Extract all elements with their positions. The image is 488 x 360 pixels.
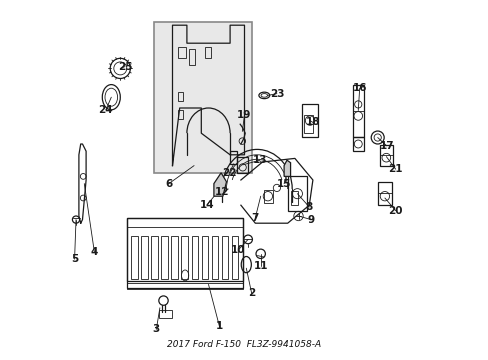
Text: 6: 6 (165, 179, 172, 189)
Polygon shape (284, 160, 290, 176)
Bar (171, 236, 178, 279)
Text: 5: 5 (71, 254, 78, 264)
Text: 23: 23 (269, 89, 284, 99)
Text: 12: 12 (215, 186, 229, 197)
Text: 16: 16 (352, 83, 366, 93)
Bar (379, 145, 392, 166)
Bar (188, 49, 195, 65)
Text: 10: 10 (230, 245, 245, 255)
Text: 19: 19 (237, 110, 251, 120)
Bar (377, 182, 391, 205)
Bar (159, 310, 171, 318)
Bar (127, 218, 242, 288)
Text: 18: 18 (305, 117, 320, 127)
Bar (303, 115, 312, 133)
Bar (178, 92, 183, 101)
Text: 20: 20 (387, 206, 402, 216)
Bar (290, 191, 297, 205)
Bar (131, 236, 137, 279)
Text: 15: 15 (276, 179, 291, 189)
Text: 25: 25 (118, 62, 132, 72)
Text: 13: 13 (252, 155, 266, 165)
Bar (178, 47, 185, 58)
Text: 14: 14 (199, 200, 214, 210)
Bar (211, 236, 218, 279)
Bar (154, 22, 251, 173)
Bar (181, 236, 187, 279)
Text: 1: 1 (215, 321, 223, 331)
Text: 9: 9 (307, 215, 314, 225)
Text: 3: 3 (152, 324, 160, 334)
Bar (204, 47, 211, 58)
Bar (231, 236, 238, 279)
Bar (222, 236, 228, 279)
Bar (141, 236, 147, 279)
Bar (264, 190, 273, 203)
Bar (151, 236, 158, 279)
Polygon shape (213, 173, 226, 196)
Bar (287, 176, 307, 211)
Bar (230, 151, 237, 164)
Text: 2017 Ford F-150  FL3Z-9941058-A: 2017 Ford F-150 FL3Z-9941058-A (167, 340, 321, 349)
Bar (161, 236, 167, 279)
Bar (237, 157, 247, 173)
Text: 8: 8 (305, 202, 312, 212)
Text: 11: 11 (253, 261, 267, 271)
Text: 7: 7 (251, 213, 259, 223)
Text: 21: 21 (387, 164, 402, 174)
Bar (191, 236, 198, 279)
Text: 2: 2 (247, 288, 255, 298)
Bar (201, 236, 208, 279)
Text: 24: 24 (99, 105, 113, 115)
Text: 22: 22 (222, 168, 236, 178)
Text: 4: 4 (90, 247, 98, 257)
Bar (352, 137, 363, 151)
Bar (178, 110, 183, 119)
Bar (127, 283, 242, 289)
Text: 17: 17 (379, 141, 393, 151)
Bar (127, 218, 242, 281)
Bar (302, 104, 318, 137)
Bar (352, 85, 363, 137)
